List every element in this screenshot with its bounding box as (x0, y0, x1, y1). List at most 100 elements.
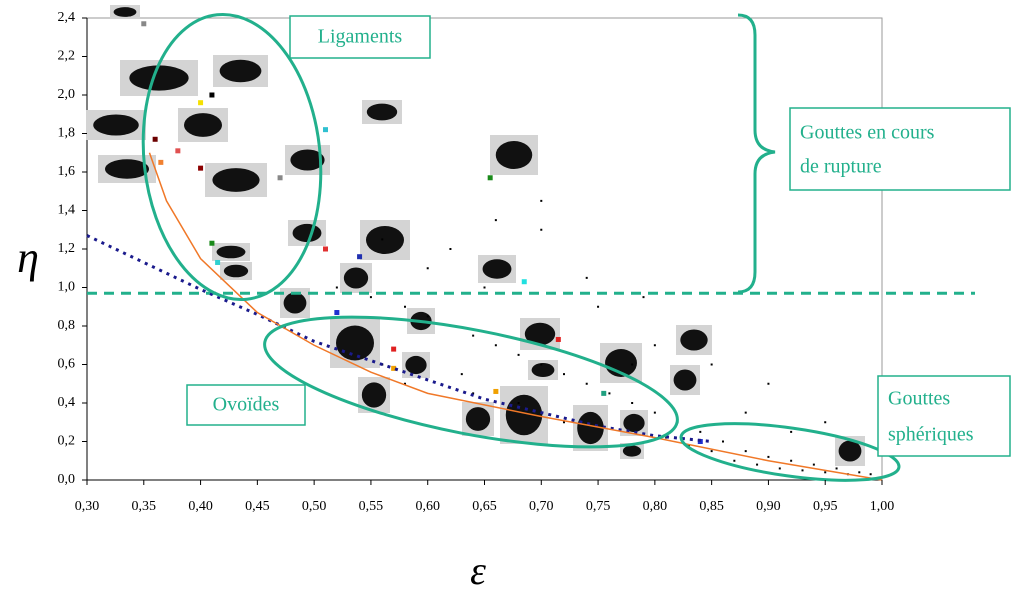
y-tick-label: 0,0 (58, 472, 76, 487)
annotation-box (289, 15, 431, 59)
data-point (493, 388, 499, 394)
data-point (585, 276, 588, 279)
droplet (216, 245, 246, 259)
data-point (404, 305, 406, 308)
x-tick-label: 0,70 (529, 499, 554, 514)
x-tick-label: 0,90 (756, 499, 781, 514)
data-point (601, 390, 607, 396)
y-tick-label: 1,4 (58, 203, 76, 218)
data-point (563, 373, 565, 376)
data-point (744, 450, 747, 453)
y-tick-label: 1,2 (58, 241, 76, 256)
data-point (334, 310, 340, 316)
data-point (790, 459, 793, 462)
data-point (653, 411, 656, 414)
droplet (405, 355, 427, 375)
ligaments-ellipse (141, 12, 323, 302)
data-point (158, 159, 164, 165)
droplet (622, 445, 642, 457)
data-point (631, 363, 634, 366)
droplet (104, 159, 150, 179)
droplet-images (86, 5, 865, 466)
droplet (212, 168, 260, 192)
droplet (361, 382, 387, 408)
y-tick-label: 0,6 (58, 357, 76, 372)
y-tick-label: 1,0 (58, 280, 76, 295)
data-point (391, 346, 397, 352)
data-point (277, 175, 283, 181)
x-tick-label: 0,35 (132, 499, 157, 514)
data-point (756, 463, 759, 466)
droplet (184, 113, 222, 137)
x-tick-label: 0,30 (75, 499, 100, 514)
data-point (449, 248, 452, 250)
droplet (482, 259, 512, 279)
x-tick-label: 0,45 (245, 499, 270, 514)
data-point (540, 199, 543, 202)
droplet (283, 292, 307, 314)
data-point (335, 286, 338, 289)
data-point (209, 92, 215, 98)
y-tick-label: 2,0 (58, 87, 76, 102)
y-tick-label: 0,4 (58, 395, 76, 410)
data-point (699, 430, 702, 433)
data-point (555, 336, 561, 342)
annotation: sphériques (888, 424, 974, 446)
data-point (209, 240, 215, 246)
data-point (563, 421, 565, 424)
x-tick-label: 0,50 (302, 499, 327, 514)
data-point (323, 246, 328, 252)
data-point (517, 353, 520, 356)
data-point (744, 411, 747, 414)
data-point (152, 136, 158, 142)
data-point (687, 444, 690, 447)
droplet (129, 65, 189, 91)
droplet (505, 394, 543, 436)
data-point (824, 421, 827, 424)
droplet (219, 59, 262, 83)
data-point (198, 100, 204, 106)
spheriques-ellipse (679, 422, 901, 482)
droplet (113, 7, 137, 17)
data-point (521, 279, 527, 285)
annotation: Ovoïdes (213, 394, 280, 416)
data-point (215, 259, 221, 265)
data-point (494, 219, 497, 222)
plot (86, 21, 975, 481)
data-point (381, 238, 384, 241)
data-point (858, 471, 861, 474)
annotation-box (789, 107, 1011, 191)
x-tick-label: 0,40 (188, 499, 213, 514)
y-tick-label: 2,2 (58, 49, 76, 64)
droplet (366, 103, 398, 121)
data-point (653, 344, 656, 347)
data-point (404, 382, 406, 385)
y-tick-label: 0,8 (58, 318, 76, 333)
droplet (531, 363, 555, 377)
x-tick-label: 0,95 (813, 499, 838, 514)
droplet (577, 411, 604, 445)
data-point (540, 228, 543, 231)
data-point (517, 402, 520, 404)
model-curve (148, 152, 883, 481)
y-tick-label: 2,4 (58, 10, 76, 25)
annotation: Gouttes (888, 388, 950, 410)
data-point (198, 165, 204, 171)
data-point (426, 315, 429, 318)
data-point (460, 373, 463, 376)
droplet (673, 369, 697, 391)
x-tick-label: 0,55 (359, 499, 384, 514)
x-tick-label: 0,85 (699, 499, 724, 514)
x-tick-label: 0,75 (586, 499, 611, 514)
data-point (472, 334, 475, 337)
data-point (540, 363, 543, 366)
droplet (623, 413, 645, 433)
annotation: Ligaments (318, 26, 403, 48)
droplet (336, 325, 374, 361)
x-tick-label: 0,60 (415, 499, 440, 514)
data-point (357, 254, 363, 260)
data-point (733, 459, 736, 462)
annotation-box (877, 375, 1011, 457)
droplet (366, 226, 404, 254)
